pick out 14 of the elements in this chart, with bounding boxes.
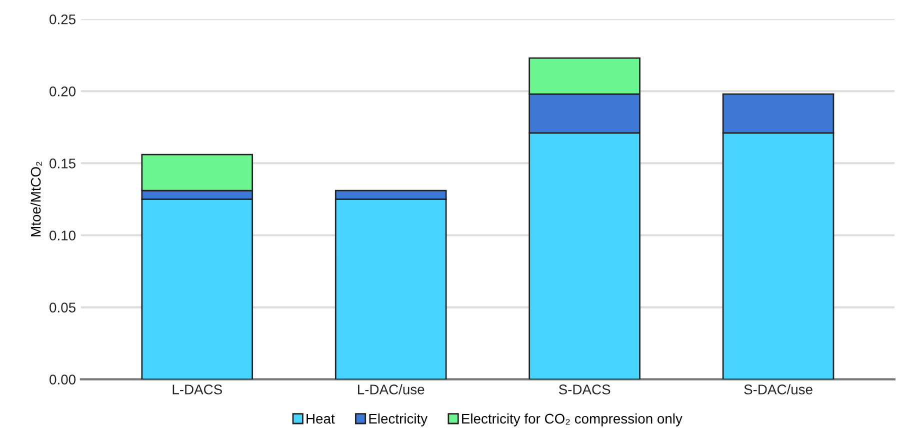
y-tick-label: 0.10 [50, 230, 76, 240]
x-tick-label: L-DACS [172, 384, 222, 394]
y-tick-label: 0.15 [50, 158, 76, 168]
x-tick-label: L-DAC/use [358, 384, 424, 394]
legend-label: Electricity [369, 413, 428, 426]
y-tick-label: 0.20 [50, 86, 76, 96]
legend-label: Heat [306, 414, 335, 424]
x-tick-label: S-DACS [558, 384, 610, 394]
y-axis-title: Mtoe/MtCO₂ [30, 162, 42, 236]
legend-label: Electricity for CO₂ compression only [462, 413, 682, 426]
y-tick-label: 0.00 [50, 374, 76, 384]
y-tick-label: 0.25 [50, 14, 76, 24]
y-tick-label: 0.05 [50, 302, 76, 312]
x-tick-label: S-DAC/use [744, 384, 812, 394]
